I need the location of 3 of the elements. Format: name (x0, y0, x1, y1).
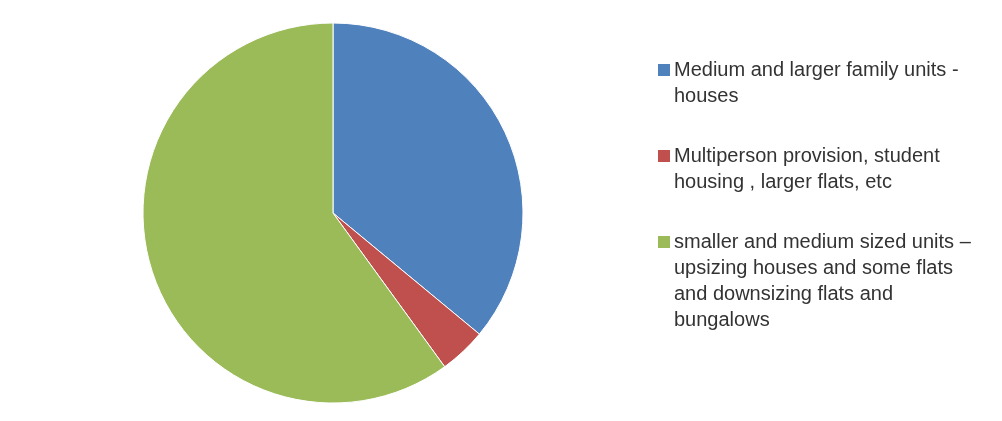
legend-label: smaller and medium sized units –upsizing houses and some flats and downsizing flats and bungalows (674, 228, 972, 332)
legend-label: Medium and larger family units - houses (674, 56, 960, 108)
legend-label: Multiperson provision, student housing , larger flats, etc (674, 142, 941, 194)
